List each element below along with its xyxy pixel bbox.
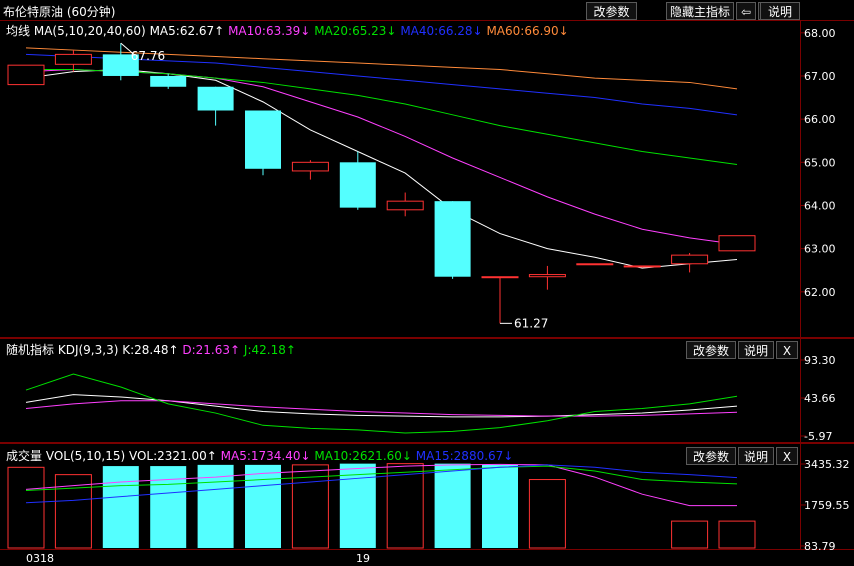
window-title: 布伦特原油 (60分钟) — [3, 5, 116, 19]
vol-ma5-line — [25, 463, 737, 507]
volume-bar — [102, 466, 139, 548]
candle-body — [339, 162, 376, 208]
candle-body — [245, 110, 281, 169]
kdj-y-tick-label: 43.66 — [804, 392, 836, 405]
volume-bar — [434, 463, 471, 548]
y-tick-label: 66.00 — [804, 113, 836, 126]
y-tick-label: 67.00 — [804, 70, 836, 83]
candle-body — [150, 75, 187, 87]
kdj-legend-name: 随机指标 — [6, 343, 55, 357]
volume-bar — [528, 479, 566, 549]
ma10-line — [25, 68, 738, 245]
ma20-legend: MA20:65.23↓ — [314, 24, 397, 38]
candle-body — [7, 64, 45, 86]
volume-bar — [291, 464, 329, 549]
volume-bar — [718, 520, 756, 549]
y-tick-label: 62.00 — [804, 286, 836, 299]
ma40-legend: MA40:66.28↓ — [400, 24, 483, 38]
panel-divider-2 — [0, 442, 854, 444]
main-legend: 均线 MA(5,10,20,40,60) MA5:62.67↑ MA10:63.… — [6, 22, 569, 39]
vol-y-tick-label: 1759.55 — [804, 499, 850, 512]
y-tick-label: 63.00 — [804, 243, 836, 256]
volume-bar — [386, 463, 424, 549]
y-tick-label: 64.00 — [804, 199, 836, 212]
kdj-legend-params: KDJ(9,3,3) — [57, 343, 119, 357]
volume-bar — [245, 464, 281, 548]
low-price-label: 61.27 — [514, 316, 548, 330]
vol-ma5-legend: MA5:1734.40↓ — [220, 449, 311, 463]
candle-body — [386, 200, 424, 211]
kdj-close-icon[interactable]: X — [776, 341, 798, 359]
volume-bar — [339, 463, 376, 548]
candle-body — [291, 161, 329, 172]
candle-body — [481, 276, 519, 279]
vol-ma15-line — [25, 464, 738, 504]
kdj-y-tick-label: -5.97 — [804, 430, 832, 443]
ma60-legend: MA60:66.90↓ — [486, 24, 569, 38]
candle-body — [623, 265, 661, 268]
y-axis-divider — [800, 20, 801, 550]
kdj-j-line — [25, 373, 738, 434]
x-tick-label: 0318 — [26, 552, 54, 565]
volume-bar — [197, 464, 234, 548]
candle-body — [718, 235, 756, 252]
kdj-legend: 随机指标 KDJ(9,3,3) K:28.48↑ D:21.63↑ J:42.1… — [6, 341, 296, 358]
x-axis-divider — [0, 549, 854, 550]
change-params-button[interactable]: 改参数 — [586, 2, 637, 20]
candle-body — [102, 54, 139, 76]
ma40-line — [25, 53, 738, 116]
panel-divider-1 — [0, 337, 854, 339]
kdj-d-legend: D:21.63↑ — [182, 343, 241, 357]
vol-change-params-button[interactable]: 改参数 — [686, 447, 736, 465]
kdj-y-tick-label: 93.30 — [804, 354, 836, 367]
ma-legend-name: 均线 — [6, 24, 31, 38]
candle-body — [54, 53, 92, 65]
left-arrow-icon[interactable]: ⇦ — [736, 2, 756, 20]
kdj-change-params-button[interactable]: 改参数 — [686, 341, 736, 359]
volume-bar — [671, 520, 709, 549]
vol-help-button[interactable]: 说明 — [738, 447, 774, 465]
y-tick-label: 68.00 — [804, 27, 836, 40]
vol-legend: 成交量 VOL(5,10,15) VOL:2321.00↑ MA5:1734.4… — [6, 447, 513, 464]
volume-bar — [7, 466, 45, 549]
hide-main-indicator-button[interactable]: 隐藏主指标 — [666, 2, 734, 20]
kdj-k-line — [25, 394, 738, 418]
vol-y-tick-label: 83.79 — [804, 540, 836, 553]
ma20-line — [26, 68, 738, 165]
vol-legend-name: 成交量 — [6, 449, 43, 463]
kdj-help-button[interactable]: 说明 — [738, 341, 774, 359]
volume-bar — [150, 466, 187, 548]
ma10-legend: MA10:63.39↓ — [228, 24, 311, 38]
kdj-k-legend: K:28.48↑ — [122, 343, 179, 357]
vol-legend-params: VOL(5,10,15) — [45, 449, 126, 463]
x-tick-label: 19 — [356, 552, 370, 565]
kdj-d-line — [25, 400, 738, 417]
ma5-line — [25, 68, 738, 269]
candle-body — [528, 274, 566, 278]
candle-body — [197, 86, 234, 111]
vol-close-icon[interactable]: X — [776, 447, 798, 465]
candle-body — [576, 263, 614, 266]
vol-ma10-line — [25, 465, 738, 492]
candle-body — [671, 254, 709, 265]
candle-body — [434, 201, 471, 277]
ma60-line — [25, 47, 738, 90]
header-divider — [0, 20, 854, 21]
vol-ma15-legend: MA15:2880.67↓ — [415, 449, 514, 463]
vol-y-tick-label: 3435.32 — [804, 458, 850, 471]
high-label-leader — [120, 42, 136, 56]
vol-value-legend: VOL:2321.00↑ — [128, 449, 217, 463]
vol-ma10-legend: MA10:2621.60↓ — [314, 449, 412, 463]
ma5-legend: MA5:62.67↑ — [149, 24, 225, 38]
high-price-label: 67.76 — [131, 49, 165, 63]
kdj-j-legend: J:42.18↑ — [243, 343, 296, 357]
ma-legend-params: MA(5,10,20,40,60) — [33, 24, 146, 38]
help-button[interactable]: 说明 — [760, 2, 800, 20]
volume-bar — [482, 464, 518, 548]
y-tick-label: 65.00 — [804, 156, 836, 169]
